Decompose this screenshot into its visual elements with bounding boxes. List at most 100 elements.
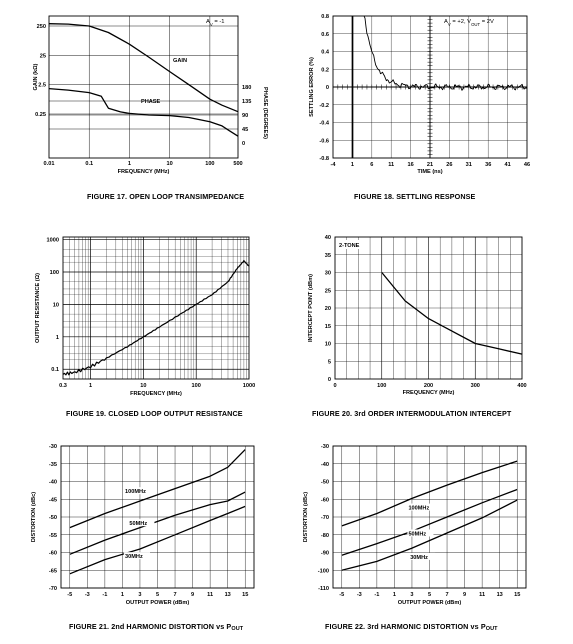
y-tick-label: -100 xyxy=(318,568,329,574)
y2-axis-label: PHASE (DEGREES) xyxy=(262,87,268,139)
figure-20-caption-text: FIGURE 20. 3rd ORDER INTERMODULATION INT… xyxy=(312,409,512,418)
series-line-30mhz xyxy=(69,505,246,575)
figure-18-caption: FIGURE 18. SETTLING RESPONSE xyxy=(354,192,475,201)
x-tick-label: -3 xyxy=(357,592,362,598)
y-tick-label: 0 xyxy=(326,85,329,91)
x-tick-label: 0.3 xyxy=(59,383,67,389)
x-tick-label: 0 xyxy=(333,383,336,389)
annotation-subscript: V xyxy=(210,22,213,27)
gain-line xyxy=(48,23,239,113)
x-tick-label: 11 xyxy=(207,592,213,598)
figure-18-caption-text: FIGURE 18. SETTLING RESPONSE xyxy=(354,192,476,201)
y-tick-label: 0.4 xyxy=(321,50,330,56)
y-tick-label: -30 xyxy=(49,444,57,450)
y-tick-label: -70 xyxy=(321,515,329,521)
series-line-100mhz xyxy=(69,449,246,529)
series-line-50mhz xyxy=(341,488,518,556)
figure-22-caption: FIGURE 22. 3rd HARMONIC DISTORTION vs PO… xyxy=(325,622,498,632)
y-axis-label: OUTPUT RESISTANCE (Ω) xyxy=(35,273,41,343)
x-tick-label: 10 xyxy=(140,383,146,389)
y-tick-label: -50 xyxy=(321,480,329,486)
x-tick-label: 3 xyxy=(138,592,141,598)
series-label-50mhz: 50MHz xyxy=(408,531,426,537)
y-tick-label: -35 xyxy=(49,462,57,468)
annotation-subscript: OUT xyxy=(471,22,480,27)
y-tick-label: 1 xyxy=(56,335,59,341)
y-tick-label: -0.2 xyxy=(319,103,329,109)
annotation-tail: = -1 xyxy=(213,19,225,25)
figure-21-caption-sub: OUT xyxy=(231,626,244,632)
y-tick-label: -70 xyxy=(49,586,57,592)
y-tick-label: 10 xyxy=(53,302,59,308)
y-tick-label: -80 xyxy=(321,533,329,539)
y-axis-label: DISTORTION (dBc) xyxy=(303,492,309,542)
y2-tick-label: 45 xyxy=(242,127,248,133)
series-label-bg xyxy=(407,529,434,537)
x-tick-label: -4 xyxy=(331,162,337,168)
figure-21-caption-text: FIGURE 21. 2nd HARMONIC DISTORTION vs P xyxy=(69,622,232,631)
plot-frame xyxy=(48,15,239,159)
figure-21-caption: FIGURE 21. 2nd HARMONIC DISTORTION vs PO… xyxy=(69,622,243,632)
y-tick-label: 20 xyxy=(325,306,331,312)
x-tick-label: -5 xyxy=(339,592,344,598)
figure-19-caption-text: FIGURE 19. CLOSED LOOP OUTPUT RESISTANCE xyxy=(66,409,243,418)
y-tick-label: -40 xyxy=(321,462,329,468)
y-tick-label: -30 xyxy=(321,444,329,450)
x-axis-label: FREQUENCY (MHz) xyxy=(118,169,170,175)
phase-series-label: PHASE xyxy=(141,99,161,105)
y2-tick-label: 180 xyxy=(242,85,251,91)
y-tick-label: -60 xyxy=(321,497,329,503)
gain-setting-annotation: AV = +2, VOUT = 2V xyxy=(444,19,494,27)
x-tick-label: 15 xyxy=(514,592,520,598)
series-line-50mhz xyxy=(69,491,246,555)
x-tick-label: 21 xyxy=(427,162,433,168)
y-tick-label: -0.4 xyxy=(319,121,330,127)
y-tick-label: 0.2 xyxy=(321,67,329,73)
y-tick-label: -55 xyxy=(49,533,57,539)
x-tick-label: 500 xyxy=(233,161,242,167)
y-tick-label: 35 xyxy=(325,253,331,259)
x-tick-label: 11 xyxy=(388,162,394,168)
annotation-tail: = 2V xyxy=(480,19,494,25)
x-tick-label: 11 xyxy=(479,592,485,598)
series-label-bg xyxy=(409,552,436,560)
gain-setting-annotation: AV = -1 xyxy=(206,19,225,27)
settling-spike xyxy=(351,16,354,159)
x-tick-label: 7 xyxy=(173,592,176,598)
x-tick-label: 5 xyxy=(428,592,431,598)
x-tick-label: 1 xyxy=(393,592,396,598)
x-tick-label: 1000 xyxy=(243,383,255,389)
series-label-50mhz: 50MHz xyxy=(129,521,147,527)
x-tick-label: 300 xyxy=(471,383,480,389)
x-axis-label: OUTPUT POWER (dBm) xyxy=(126,600,190,606)
x-tick-label: 1 xyxy=(121,592,124,598)
figure-17-caption-text: FIGURE 17. OPEN LOOP TRANSIMPEDANCE xyxy=(87,192,245,201)
plot-frame xyxy=(62,236,250,380)
phase-line xyxy=(48,87,239,137)
y-axis-label: DISTORTION (dBc) xyxy=(31,492,37,542)
plot-frame xyxy=(60,445,255,589)
x-tick-label: 15 xyxy=(242,592,248,598)
y-tick-label: 0.8 xyxy=(321,14,329,20)
x-axis-label: TIME (ns) xyxy=(417,169,442,175)
settling-waveform xyxy=(363,15,528,91)
x-tick-label: -1 xyxy=(102,592,107,598)
x-axis-label: FREQUENCY (MHz) xyxy=(130,391,182,397)
series-label-bg xyxy=(124,487,151,495)
x-tick-label: -3 xyxy=(85,592,90,598)
figure-20-caption: FIGURE 20. 3rd ORDER INTERMODULATION INT… xyxy=(312,409,511,418)
x-tick-label: -5 xyxy=(67,592,72,598)
y-tick-label: 250 xyxy=(37,24,46,30)
y-tick-label: 25 xyxy=(40,53,46,59)
series-label-30mhz: 30MHz xyxy=(410,555,428,561)
figure-22-caption-text: FIGURE 22. 3rd HARMONIC DISTORTION vs P xyxy=(325,622,486,631)
plot-frame xyxy=(334,236,523,380)
y-tick-label: 100 xyxy=(50,270,59,276)
series-label-bg xyxy=(128,519,155,527)
x-tick-label: 1 xyxy=(351,162,354,168)
y-tick-label: -45 xyxy=(49,497,57,503)
